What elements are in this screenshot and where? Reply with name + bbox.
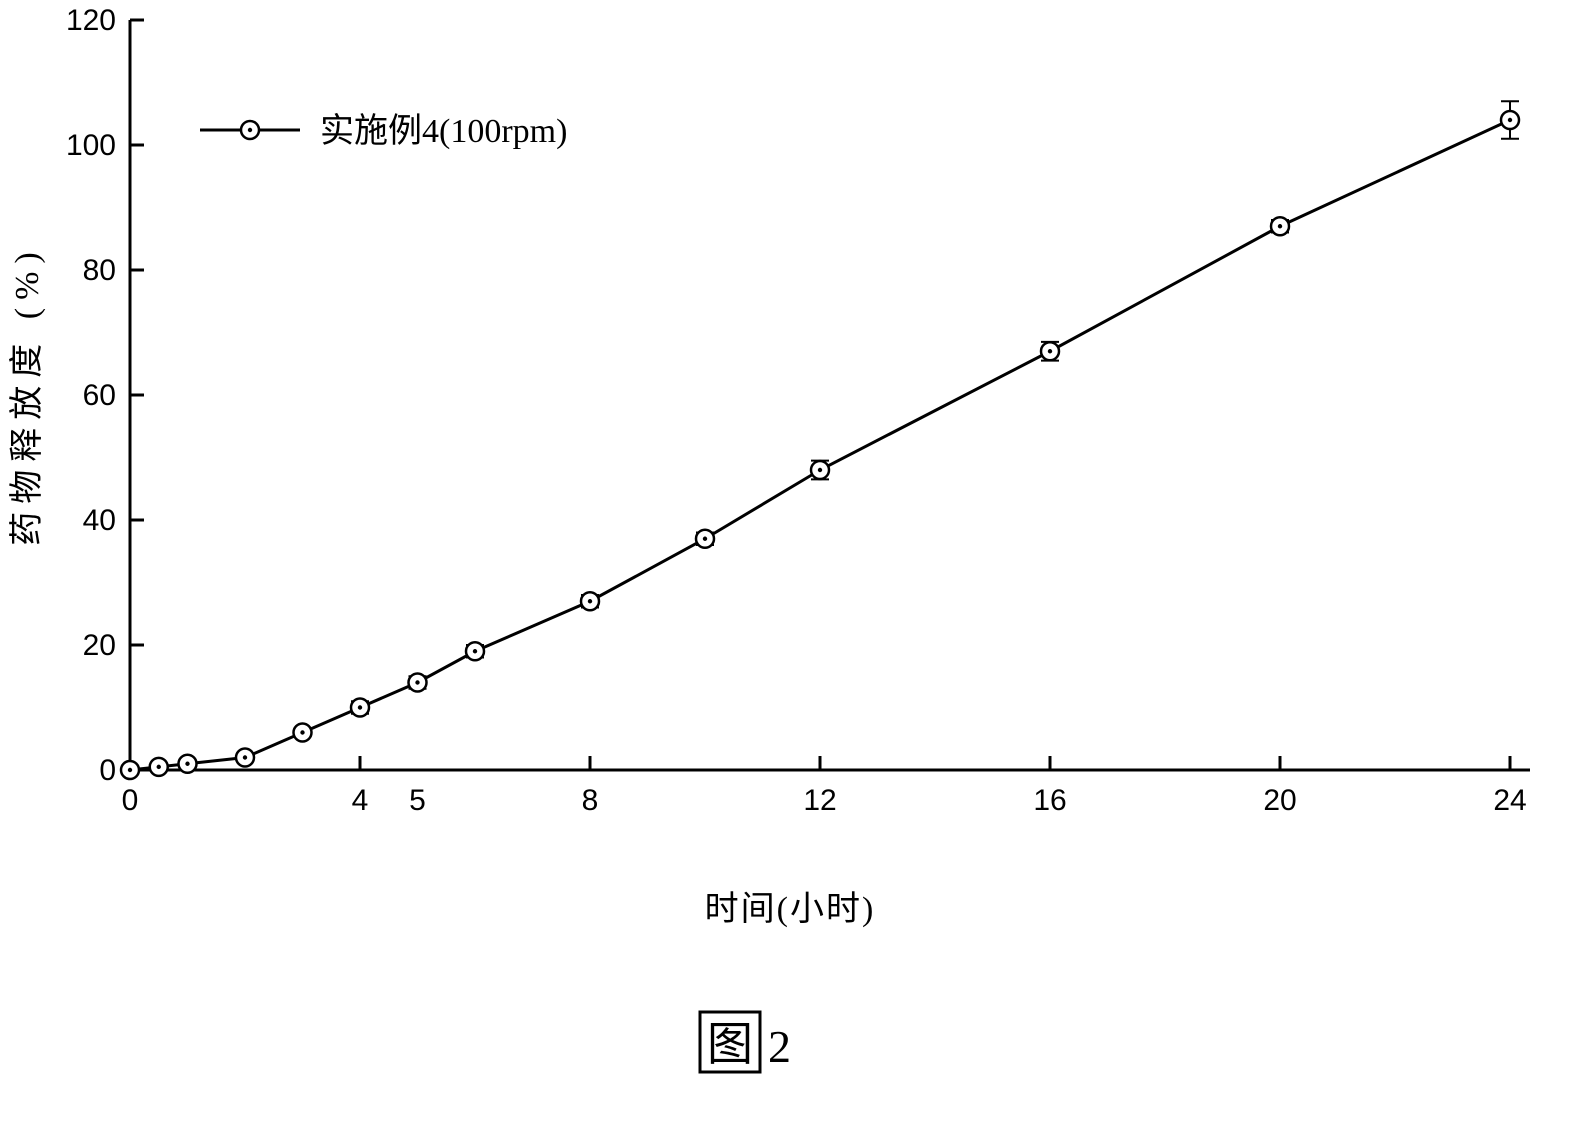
- data-marker-center: [1048, 349, 1052, 353]
- y-axis-title: 药物释放度 (%): [8, 244, 46, 545]
- data-marker-center: [1508, 118, 1512, 122]
- data-marker-center: [818, 468, 822, 472]
- y-tick-label: 60: [83, 379, 116, 412]
- data-marker-center: [703, 537, 707, 541]
- data-marker-center: [128, 768, 132, 772]
- figure-container: 0 4 8 12 16 20 24 5 0 20 40 60 80 100 120 药物释放度 (%) 时间…: [0, 0, 1576, 1132]
- series-line: [130, 120, 1510, 770]
- y-tick-label: 80: [83, 254, 116, 287]
- legend-label: 实施例4(100rpm): [320, 112, 567, 150]
- y-tick-label: 120: [66, 4, 116, 37]
- data-marker-center: [358, 705, 362, 709]
- caption-prefix-text: 图: [707, 1019, 753, 1070]
- x-tick-label: 20: [1263, 784, 1296, 817]
- figure-caption: 图 2: [700, 1012, 791, 1072]
- x-tick-label: 4: [352, 784, 369, 817]
- x-minor-tick-label: 5: [409, 784, 426, 817]
- axes: 0 4 8 12 16 20 24 5 0 20 40 60 80 100 120: [66, 4, 1530, 817]
- data-marker-center: [415, 680, 419, 684]
- y-tick-label: 20: [83, 629, 116, 662]
- data-marker-center: [473, 649, 477, 653]
- x-tick-label: 16: [1033, 784, 1066, 817]
- x-tick-label: 0: [122, 784, 139, 817]
- x-axis-title: 时间(小时): [705, 891, 876, 928]
- x-tick-label: 24: [1493, 784, 1526, 817]
- y-tick-label: 40: [83, 504, 116, 537]
- data-marker-center: [1278, 224, 1282, 228]
- legend: 实施例4(100rpm): [200, 112, 567, 150]
- data-marker-center: [300, 730, 304, 734]
- drug-release-chart: 0 4 8 12 16 20 24 5 0 20 40 60 80 100 120 药物释放度 (%) 时间…: [0, 0, 1576, 1132]
- x-tick-label: 8: [582, 784, 599, 817]
- data-marker-center: [243, 755, 247, 759]
- caption-number-text: 2: [768, 1021, 791, 1072]
- x-tick-label: 12: [803, 784, 836, 817]
- y-tick-label: 0: [99, 754, 116, 787]
- data-series: [121, 101, 1519, 779]
- data-marker-center: [157, 765, 161, 769]
- legend-marker-center: [248, 128, 252, 132]
- y-tick-label: 100: [66, 129, 116, 162]
- data-marker-center: [185, 762, 189, 766]
- data-marker-center: [588, 599, 592, 603]
